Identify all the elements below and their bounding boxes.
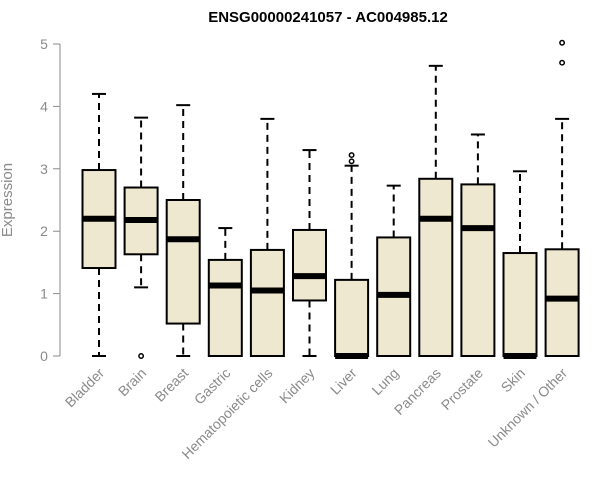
box-pancreas [418,64,454,357]
y-tick-label: 4 [40,98,48,114]
box-gastric [207,227,243,357]
boxes-group [81,39,580,359]
y-tick-label: 3 [40,161,48,177]
y-tick-label: 5 [40,36,48,52]
x-tick-label: Brain [115,365,149,399]
box-unknown-other [544,39,580,358]
box-lung [376,184,412,357]
chart-title: ENSG00000241057 - AC004985.12 [208,9,448,26]
x-tick-label: Unknown / Other [485,365,571,451]
box-brain [123,116,159,359]
outlier-point [138,353,145,359]
box-hematopoietic-cells [249,117,285,357]
outlier-point [348,158,355,165]
box-breast [165,104,201,357]
iqr-box [334,278,370,358]
y-axis: 0 1 2 3 4 5 [40,36,61,364]
y-tick-label: 0 [40,348,48,364]
x-tick-label: Breast [151,365,191,405]
x-tick-label: Kidney [276,365,318,407]
iqr-box [460,183,496,357]
box-kidney [292,149,327,357]
x-tick-label: Prostate [438,365,486,413]
y-tick-label: 1 [40,286,48,302]
x-tick-label: Liver [327,365,360,398]
box-liver [334,152,370,359]
iqr-box [249,248,285,357]
iqr-box [544,248,580,358]
x-tick-label: Pancreas [391,365,444,418]
iqr-box [207,258,243,357]
iqr-box [292,228,327,302]
box-prostate [460,133,496,357]
x-tick-label: Skin [498,365,529,396]
outlier-point [559,39,566,46]
outlier-point [559,59,566,66]
iqr-box [418,177,454,357]
iqr-box [165,199,201,325]
outlier-point [348,152,355,159]
y-axis-label: Expression [0,163,16,237]
y-tick-label: 2 [40,223,48,239]
box-skin [502,170,538,359]
box-bladder [81,92,117,357]
x-tick-label: Bladder [62,365,108,411]
iqr-box [502,252,538,357]
x-tick-label: Lung [368,365,401,398]
